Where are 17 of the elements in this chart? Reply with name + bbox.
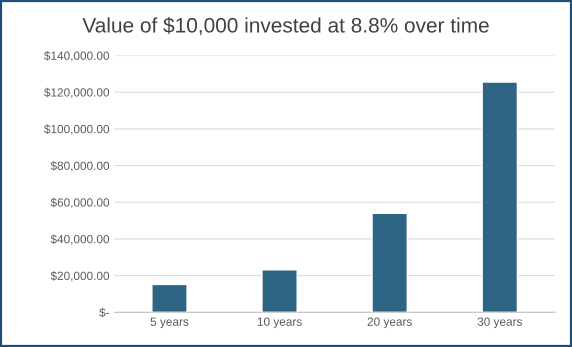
- y-tick-label: $40,000.00: [50, 234, 110, 245]
- x-tick-label: 30 years: [478, 317, 522, 328]
- y-tick-label: $20,000.00: [50, 271, 110, 282]
- x-tick-label: 20 years: [368, 317, 412, 328]
- y-tick-label: $120,000.00: [44, 88, 110, 98]
- y-tick-label: $100,000.00: [44, 124, 110, 135]
- x-tick-label: 5 years: [150, 318, 188, 328]
- y-tick-label: $-: [99, 308, 110, 318]
- bar: [481, 81, 518, 312]
- bar: [371, 212, 408, 312]
- y-tick-label: $60,000.00: [50, 198, 110, 208]
- chart-title: Value of $10,000 invested at 8.8% over time: [82, 17, 489, 36]
- x-tick-label: 10 years: [258, 317, 302, 328]
- bar: [261, 269, 298, 312]
- y-tick-label: $80,000.00: [50, 161, 110, 172]
- y-tick-label: $140,000.00: [44, 51, 110, 62]
- bar: [151, 284, 188, 312]
